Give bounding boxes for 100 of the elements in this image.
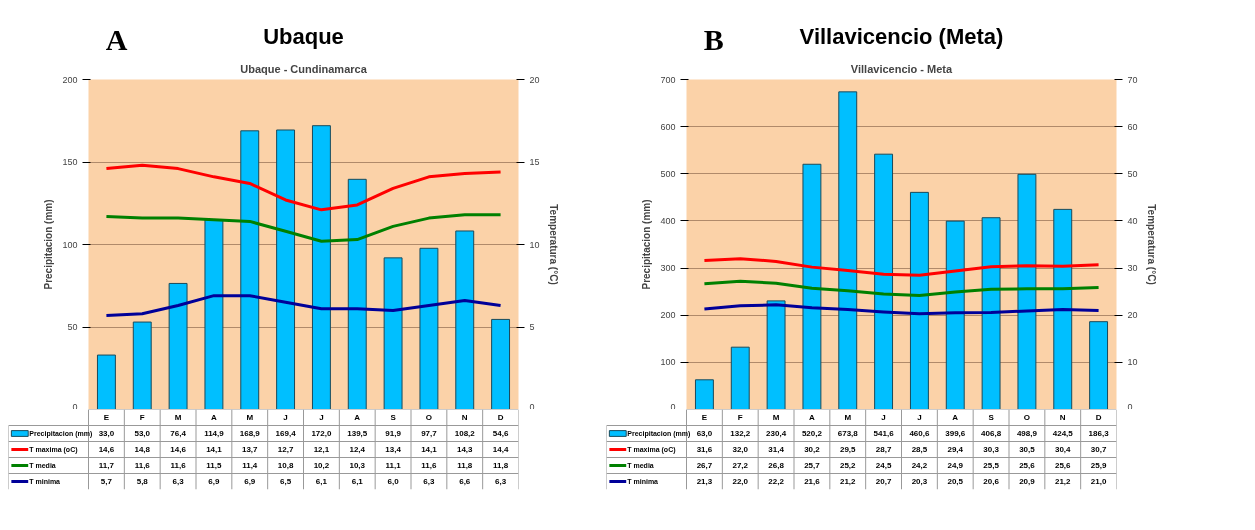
bar — [838, 91, 858, 409]
data-label: 11,4 — [242, 461, 258, 470]
y-tick-label: 400 — [660, 215, 676, 226]
data-label: 114,9 — [204, 429, 225, 438]
data-label: 172,0 — [311, 429, 332, 438]
bar — [730, 346, 750, 409]
chart-title: Villavicencio (Meta) — [799, 23, 1004, 49]
data-label: 24,9 — [947, 461, 964, 470]
data-label: 21,6 — [804, 477, 821, 486]
y-tick-label: 700 — [660, 74, 676, 85]
data-label: 14,3 — [456, 445, 474, 454]
y2-axis-title: Temperatura (°C) — [547, 204, 559, 285]
data-label: 22,0 — [732, 477, 749, 486]
category-label: N — [1059, 413, 1066, 422]
data-label: 14,1 — [421, 445, 438, 454]
category-label: A — [952, 413, 959, 422]
category-label: M — [844, 413, 852, 422]
data-label: 53,0 — [134, 429, 151, 438]
data-label: 97,7 — [421, 429, 438, 438]
data-label: 5,7 — [100, 477, 113, 486]
bar — [1053, 208, 1073, 409]
data-label: 30,4 — [1054, 445, 1072, 454]
data-label: 14,6 — [170, 445, 187, 454]
y-tick-label: 100 — [62, 239, 78, 250]
data-label: 21,0 — [1090, 477, 1107, 486]
bar — [132, 321, 152, 409]
y2-tick-label: 50 — [1127, 168, 1138, 179]
y-tick-label: 500 — [660, 168, 676, 179]
data-label: 673,8 — [837, 429, 859, 438]
y2-tick-label: 60 — [1127, 121, 1138, 132]
data-label: 14,1 — [206, 445, 223, 454]
y2-tick-label: 10 — [1127, 357, 1138, 368]
bar — [981, 217, 1001, 409]
category-label: A — [809, 413, 815, 422]
bar — [168, 282, 188, 409]
category-label: D — [497, 413, 504, 422]
data-label: 541,6 — [873, 429, 895, 438]
data-label: 91,9 — [385, 429, 402, 438]
data-label: 12,4 — [349, 445, 366, 454]
bar — [491, 318, 511, 409]
data-label: 11,6 — [134, 461, 151, 470]
data-label: 13,7 — [241, 445, 259, 454]
data-label: 6,1 — [315, 477, 328, 486]
bar — [945, 220, 965, 409]
line-series — [104, 213, 503, 243]
data-label: 31,6 — [696, 445, 713, 454]
data-label: 5,8 — [136, 477, 149, 486]
data-label: 24,2 — [911, 461, 928, 470]
data-label: 24,5 — [875, 461, 892, 470]
data-label: 21,2 — [1054, 477, 1072, 486]
y-tick-label: 150 — [62, 157, 78, 167]
data-label: 108,2 — [454, 429, 476, 438]
data-label: 21,3 — [696, 477, 713, 486]
bar — [204, 219, 224, 409]
category-label: J — [917, 413, 922, 422]
data-label: 132,2 — [730, 429, 751, 438]
line-series — [702, 257, 1101, 277]
bar — [311, 125, 331, 409]
data-label: 406,8 — [981, 429, 1002, 438]
y2-axis-title: Temperatura (°C) — [1145, 204, 1157, 285]
data-label: 12,1 — [313, 445, 330, 454]
bar — [347, 178, 367, 409]
data-label: 11,1 — [385, 461, 402, 470]
data-label: 63,0 — [696, 429, 713, 438]
data-label: 30,7 — [1090, 445, 1107, 454]
data-label: 22,2 — [768, 477, 785, 486]
data-label: 33,0 — [98, 429, 115, 438]
category-label: E — [103, 413, 110, 422]
data-label: 169,4 — [275, 429, 297, 438]
category-label: E — [701, 413, 708, 422]
data-label: 25,2 — [839, 461, 857, 470]
data-label: 29,5 — [839, 445, 857, 454]
data-label: 186,3 — [1088, 429, 1110, 438]
y-tick-label: 200 — [62, 74, 78, 85]
data-label: 32,0 — [732, 445, 749, 454]
data-label: 25,6 — [1054, 461, 1072, 470]
data-label: 498,9 — [1016, 429, 1038, 438]
data-label: 6,9 — [208, 477, 221, 486]
data-label: 13,4 — [385, 445, 402, 454]
y-tick-label: 0 — [72, 401, 78, 412]
data-label: 6,6 — [459, 477, 471, 486]
data-label: 28,5 — [911, 445, 928, 454]
data-label: 230,4 — [766, 429, 787, 438]
data-label: 25,5 — [983, 461, 1000, 470]
y-axis-title: Precipitacion (mm) — [43, 199, 55, 290]
y2-tick-label: 20 — [1127, 310, 1138, 321]
data-label: 6,3 — [495, 477, 507, 486]
data-label: 12,7 — [277, 445, 294, 454]
data-label: 6,1 — [351, 477, 364, 486]
text: A — [105, 22, 128, 56]
data-label: 26,8 — [768, 461, 785, 470]
bar — [240, 130, 260, 409]
category-label: F — [737, 413, 743, 422]
text: B — [703, 22, 724, 56]
data-label: 460,6 — [909, 429, 930, 438]
data-label: 6,9 — [244, 477, 256, 486]
data-label: 11,6 — [421, 461, 438, 470]
category-label: D — [1095, 413, 1102, 422]
line-series — [702, 303, 1101, 316]
y2-tick-label: 70 — [1127, 74, 1138, 85]
